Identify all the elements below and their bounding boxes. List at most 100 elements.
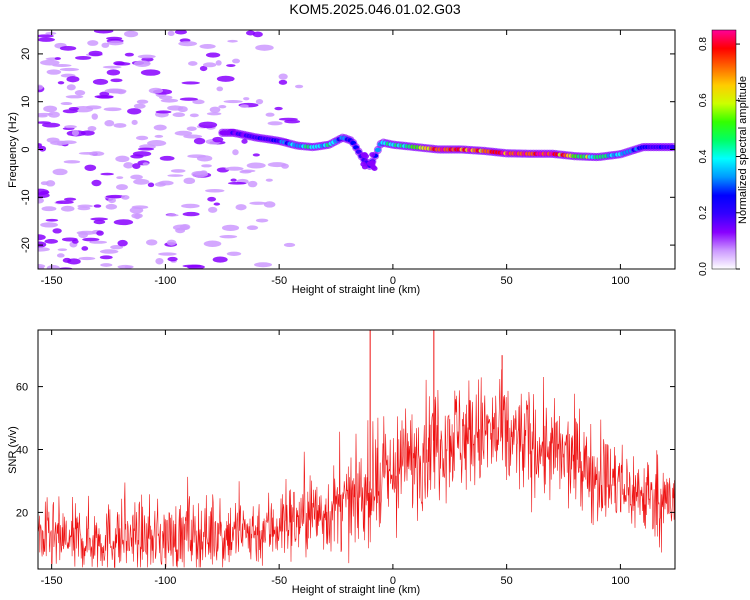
spectrogram-noise-blob: [183, 177, 196, 185]
spectrogram-noise-blob: [193, 137, 206, 145]
spectrogram-noise-blob: [218, 104, 227, 109]
spectrogram-noise-blob: [66, 76, 80, 83]
spectrogram-noise-blob: [284, 119, 301, 124]
spectrogram-noise-blob: [265, 112, 275, 117]
spectrogram-noise-blob: [216, 86, 224, 92]
spectrogram-noise-blob: [82, 237, 100, 242]
spectrogram-noise-blob: [216, 75, 235, 82]
spectrogram-noise-blob: [101, 42, 110, 48]
spectrogram-noise-blob: [147, 182, 155, 188]
spectrogram-noise-blob: [73, 105, 94, 113]
spectrogram-noise-blob: [45, 32, 57, 35]
spectrogram-noise-blob: [84, 164, 97, 171]
spectrogram-noise-blob: [130, 154, 144, 159]
spectrogram-noise-blob: [246, 225, 259, 231]
spectrogram-noise-blob: [38, 234, 46, 241]
y-tick-label: 10: [20, 96, 32, 108]
spectrogram-noise-blob: [131, 213, 143, 219]
spectrogram-noise-blob: [166, 239, 177, 246]
spectrogram-noise-blob: [181, 203, 200, 209]
spectrogram-noise-blob: [56, 253, 65, 258]
spectrogram-noise-blob: [212, 136, 224, 143]
x-tick-label: 0: [390, 575, 396, 587]
spectrogram-noise-blob: [127, 108, 142, 115]
spectrogram-noise-blob: [165, 213, 179, 217]
spectrogram-noise-blob: [246, 162, 266, 169]
spectrogram-noise-blob: [167, 256, 178, 262]
spectrogram-noise-blob: [124, 52, 134, 57]
spectrogram-noise-blob: [227, 39, 238, 43]
spectrogram-noise-blob: [209, 106, 221, 113]
spectrogram-noise-blob: [113, 123, 127, 128]
spectrogram-noise-blob: [177, 106, 188, 113]
spectrogram-noise-blob: [203, 62, 217, 68]
spectrogram-noise-blob: [45, 180, 56, 187]
spectrogram-ridge-cell: [374, 147, 381, 153]
spectrogram-noise-blob: [87, 40, 99, 46]
spectrogram-noise-blob: [65, 95, 84, 99]
x-tick-label: 0: [390, 275, 396, 287]
spectrogram-noise-blob: [55, 200, 74, 205]
spectrogram-noise-blob: [179, 224, 191, 230]
spectrogram-noise-blob: [294, 84, 304, 89]
spectrogram-noise-blob: [123, 162, 134, 169]
spectrogram-noise-blob: [133, 60, 151, 67]
spectrogram-noise-blob: [115, 155, 130, 163]
y-tick-label: 40: [16, 445, 28, 457]
spectrogram-noise-blob: [91, 179, 102, 187]
spectrogram-noise-blob: [274, 106, 283, 111]
spectrogram-noise-blob: [88, 50, 103, 57]
spectrogram-noise-blob: [133, 178, 150, 185]
spectrogram-noise-blob: [232, 149, 239, 156]
spectrogram-noise-blob: [252, 153, 260, 157]
spectrogram-noise-blob: [254, 262, 273, 268]
spectrogram-noise-blob: [153, 124, 167, 131]
spectrogram-noise-blob: [226, 64, 236, 67]
snr-series-line: [38, 369, 675, 568]
y-tick-label: -10: [20, 189, 32, 205]
spectrogram-noise-blob: [74, 90, 86, 96]
spectrogram-lobe-cell: [361, 152, 368, 158]
spectrogram-noise-blob: [93, 30, 114, 34]
spectrogram-noise-blob: [189, 113, 199, 118]
spectrogram-heatmap: [38, 30, 675, 269]
spectrogram-noise-blob: [59, 67, 80, 72]
x-tick-label: 100: [611, 575, 629, 587]
spectrogram-noise-blob: [131, 119, 138, 126]
spectrogram-noise-blob: [57, 81, 65, 85]
spectrogram-noise-blob: [38, 263, 46, 269]
spectrogram-noise-blob: [148, 87, 164, 94]
spectrogram-noise-blob: [46, 264, 60, 269]
spectrogram-noise-blob: [72, 239, 79, 244]
spectrogram-noise-blob: [90, 217, 109, 221]
spectrogram-y-ticks: -20 -10 0 10 20: [20, 48, 675, 253]
spectrogram-noise-blob: [120, 195, 130, 200]
colorbar: 0.0 0.2 0.4 0.6 0.8 Normalized spectral ampl…: [698, 29, 749, 276]
spectrogram-noise-blob: [263, 201, 276, 208]
spectrogram-noise-blob: [235, 204, 247, 211]
spectrogram-noise-blob: [131, 205, 149, 210]
spectrogram-noise-blob: [167, 174, 184, 177]
spectrogram-noise-blob: [140, 69, 161, 76]
snr-x-axis-label: Height of straight line (km): [292, 584, 420, 596]
spectrogram-noise-blob: [160, 98, 179, 103]
spectrogram-noise-blob: [99, 255, 113, 260]
colorbar-tick-label: 0.4: [698, 149, 709, 163]
spectrogram-noise-blob: [207, 196, 217, 202]
spectrogram-noise-blob: [52, 228, 62, 234]
spectrogram-noise-blob: [117, 264, 134, 269]
spectrogram-noise-blob: [219, 235, 238, 239]
spectrogram-noise-blob: [87, 125, 97, 132]
spectrogram-noise-blob: [75, 55, 92, 60]
spectrogram-noise-blob: [181, 81, 200, 85]
spectrogram-noise-blob: [54, 57, 61, 60]
x-tick-label: -50: [271, 575, 287, 587]
spectrogram-noise-blob: [117, 239, 128, 247]
spectrogram-noise-blob: [158, 180, 174, 186]
spectrogram-noise-blob: [136, 99, 149, 104]
spectrogram-noise-blob: [45, 218, 59, 222]
spectrogram-noise-blob: [225, 166, 244, 171]
spectrogram-noise-blob: [199, 43, 216, 49]
x-tick-label: -150: [41, 575, 63, 587]
